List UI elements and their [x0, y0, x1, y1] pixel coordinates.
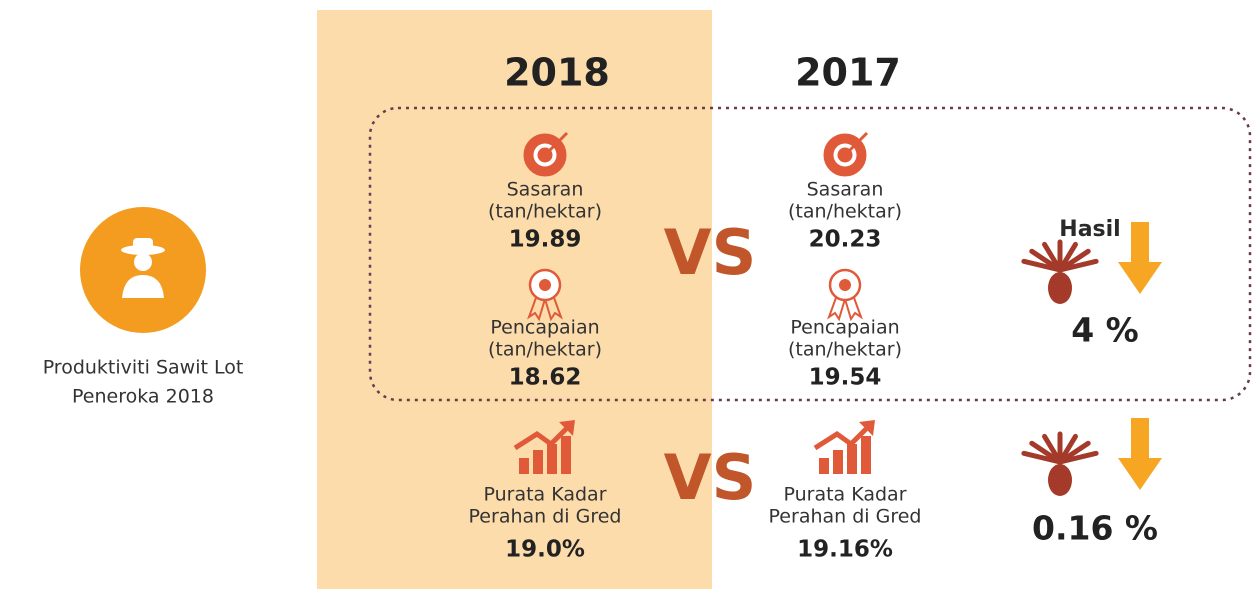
- result-value: 0.16 %: [1032, 509, 1158, 548]
- farmer-icon: [121, 238, 165, 298]
- growth-arrowhead: [859, 420, 875, 436]
- highlight-column: [317, 10, 712, 589]
- medal-icon: [527, 268, 563, 322]
- growth-bar: [561, 436, 571, 474]
- growth-icon: [813, 420, 875, 474]
- result-value: 4 %: [1071, 311, 1139, 350]
- palm-icon: [1021, 431, 1099, 496]
- target-arrow: [543, 131, 569, 157]
- year-heading: 2018: [504, 51, 610, 95]
- growth-bar: [547, 444, 557, 474]
- metric-unit: (tan/hektar): [788, 339, 902, 361]
- target-icon: [823, 131, 869, 177]
- subject-label: Peneroka 2018: [72, 386, 214, 408]
- dashed-frame: [368, 106, 1252, 402]
- metric-label: Perahan di Gred: [769, 506, 922, 528]
- subject-label: Produktiviti Sawit Lot: [43, 357, 244, 379]
- palm-frond: [1057, 450, 1099, 465]
- metric-value: 20.23: [809, 227, 882, 253]
- medal-star: [539, 279, 551, 291]
- growth-arrowhead: [559, 420, 575, 436]
- palm-frond: [1042, 433, 1063, 465]
- metric-unit: (tan/hektar): [788, 201, 902, 223]
- growth-arrow: [513, 424, 571, 451]
- metric-label: Purata Kadar: [483, 484, 606, 506]
- down-arrow: [1118, 418, 1162, 490]
- palm-fruit: [1048, 272, 1072, 304]
- growth-bar: [533, 450, 543, 474]
- metric-label: Purata Kadar: [783, 484, 906, 506]
- down-arrow: [1118, 222, 1162, 294]
- metric-value: 19.54: [809, 365, 882, 391]
- growth-bar: [519, 458, 529, 474]
- metric-label: Sasaran: [807, 179, 884, 201]
- metric-value: 19.16%: [797, 537, 893, 563]
- metric-unit: (tan/hektar): [488, 339, 602, 361]
- metric-value: 19.89: [509, 227, 582, 253]
- target-arrow: [843, 131, 869, 157]
- metric-label: Pencapaian: [490, 317, 599, 339]
- growth-bar: [819, 458, 829, 474]
- medal-star: [839, 279, 851, 291]
- growth-bar: [833, 450, 843, 474]
- growth-icon: [513, 420, 575, 474]
- metric-value: 18.62: [509, 365, 582, 391]
- metric-unit: (tan/hektar): [488, 201, 602, 223]
- palm-frond: [1057, 258, 1099, 273]
- growth-bar: [847, 444, 857, 474]
- metric-label: Perahan di Gred: [469, 506, 622, 528]
- vs-label: VS: [664, 441, 757, 514]
- result-heading: Hasil: [1059, 217, 1120, 242]
- year-heading: 2017: [795, 51, 901, 95]
- growth-arrow: [813, 424, 871, 451]
- growth-bar: [861, 436, 871, 474]
- target-icon: [523, 131, 569, 177]
- metric-label: Pencapaian: [790, 317, 899, 339]
- palm-fruit: [1048, 464, 1072, 496]
- vs-label: VS: [664, 216, 757, 289]
- palm-icon: [1021, 239, 1099, 304]
- medal-icon: [827, 268, 863, 322]
- metric-value: 19.0%: [505, 537, 585, 563]
- metric-label: Sasaran: [507, 179, 584, 201]
- palm-frond: [1042, 241, 1063, 273]
